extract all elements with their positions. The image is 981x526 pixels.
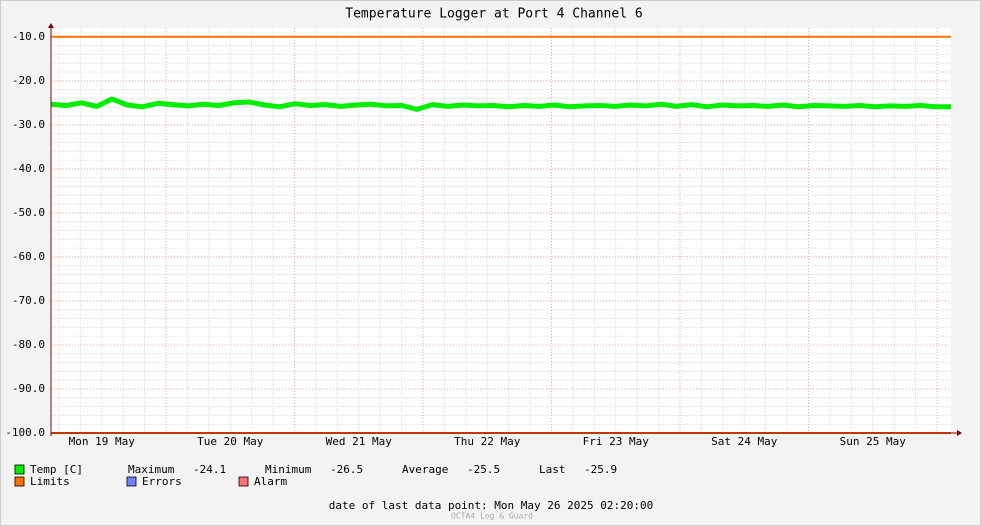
y-tick-label: -30.0 xyxy=(12,118,45,131)
stat-label: Maximum xyxy=(128,463,175,476)
stat-value: -25.5 xyxy=(467,463,500,476)
chart-title: Temperature Logger at Port 4 Channel 6 xyxy=(345,7,642,22)
legend-label: Limits xyxy=(30,475,70,488)
stat-value: -24.1 xyxy=(193,463,226,476)
y-tick-label: -50.0 xyxy=(12,206,45,219)
legend-label: Errors xyxy=(142,475,182,488)
y-tick-label: -70.0 xyxy=(12,294,45,307)
x-tick-label: Mon 19 May xyxy=(69,435,136,448)
legend-label: Temp [C] xyxy=(30,463,83,476)
stat-label: Last xyxy=(539,463,566,476)
y-tick-label: -90.0 xyxy=(12,382,45,395)
y-tick-label: -80.0 xyxy=(12,338,45,351)
x-tick-label: Tue 20 May xyxy=(197,435,264,448)
footer: date of last data point: Mon May 26 2025… xyxy=(329,499,654,512)
legend-swatch xyxy=(14,464,25,475)
stat-value: -25.9 xyxy=(584,463,617,476)
x-tick-label: Fri 23 May xyxy=(583,435,650,448)
y-tick-label: -20.0 xyxy=(12,74,45,87)
legend-label: Alarm xyxy=(254,475,287,488)
legend-swatch xyxy=(238,476,249,487)
x-tick-label: Thu 22 May xyxy=(454,435,521,448)
y-tick-label: -100.0 xyxy=(5,426,45,439)
credit: OCTA4 Log & Guard xyxy=(451,512,533,521)
y-tick-label: -40.0 xyxy=(12,162,45,175)
y-tick-label: -60.0 xyxy=(12,250,45,263)
x-tick-label: Wed 21 May xyxy=(326,435,393,448)
x-axis-arrow xyxy=(957,430,962,436)
stat-label: Minimum xyxy=(265,463,312,476)
y-tick-label: -10.0 xyxy=(12,30,45,43)
grid xyxy=(51,28,951,434)
temp-line xyxy=(50,96,951,112)
labels: -100.0 -90.0 -80.0 -70.0 -60.0 -50.0 -40.0 -30.… xyxy=(5,30,906,448)
y-axis-arrow xyxy=(48,23,54,28)
legend-swatch xyxy=(126,476,137,487)
x-tick-label: Sat 24 May xyxy=(711,435,778,448)
legend-swatch xyxy=(14,476,25,487)
x-tick-label: Sun 25 May xyxy=(840,435,907,448)
stat-value: -26.5 xyxy=(330,463,363,476)
stat-label: Average xyxy=(402,463,448,476)
